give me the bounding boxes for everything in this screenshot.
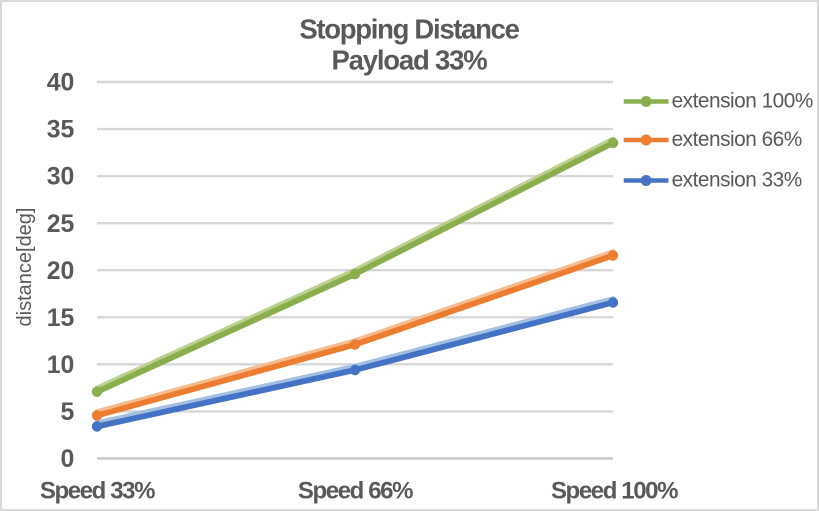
svg-text:35: 35 — [47, 117, 75, 144]
svg-text:20: 20 — [47, 258, 75, 285]
svg-text:15: 15 — [47, 305, 75, 332]
svg-text:25: 25 — [47, 211, 75, 238]
svg-text:30: 30 — [47, 164, 75, 191]
svg-text:extension 33%: extension 33% — [672, 169, 802, 192]
svg-text:Speed 33%: Speed 33% — [40, 477, 155, 504]
svg-text:40: 40 — [47, 70, 75, 97]
svg-text:0: 0 — [61, 446, 75, 473]
svg-text:Payload 33%: Payload 33% — [332, 44, 488, 75]
svg-text:5: 5 — [61, 399, 75, 426]
svg-text:Speed 100%: Speed 100% — [551, 477, 678, 504]
svg-text:extension 66%: extension 66% — [672, 128, 802, 151]
svg-text:10: 10 — [47, 352, 75, 379]
svg-text:Stopping Distance: Stopping Distance — [299, 13, 519, 44]
svg-text:Speed 66%: Speed 66% — [298, 477, 413, 504]
svg-text:extension 100%: extension 100% — [672, 90, 813, 113]
svg-text:distance[deg]: distance[deg] — [14, 208, 36, 327]
